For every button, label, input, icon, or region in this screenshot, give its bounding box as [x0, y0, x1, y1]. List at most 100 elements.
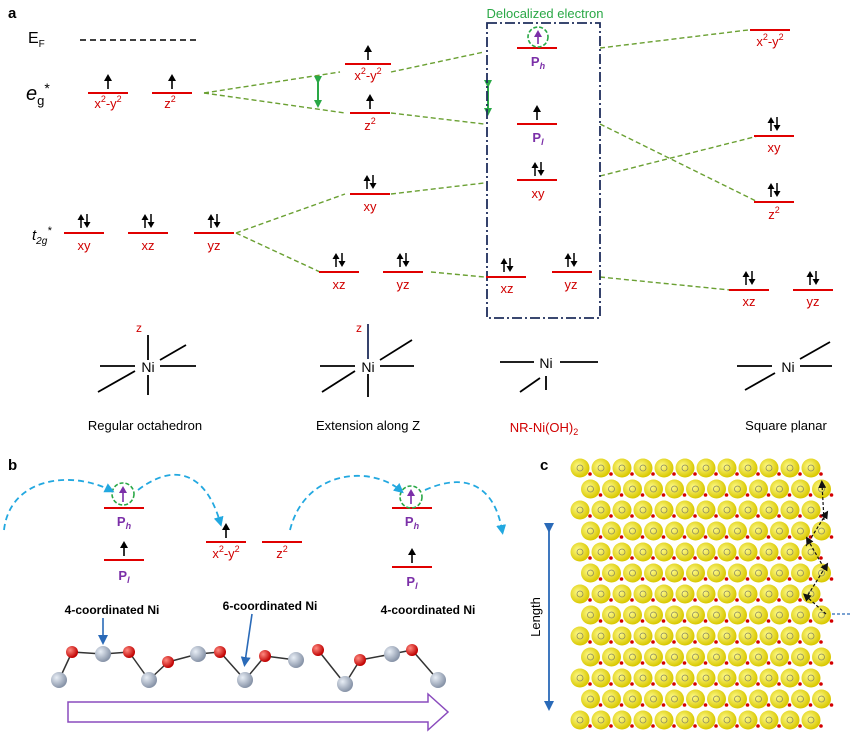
ni-atom	[141, 672, 157, 688]
density-lobe	[570, 542, 590, 562]
panel-b-x2y2: x2-y2	[212, 544, 239, 561]
density-lobe	[791, 689, 810, 709]
density-lobe	[654, 626, 674, 646]
panel-b-pl-right: Pl	[406, 574, 418, 591]
paired-spin-icon	[77, 214, 91, 228]
col1-xy-text: xy	[78, 238, 92, 253]
density-lobe	[738, 668, 758, 688]
col3-xy-text: xy	[532, 186, 546, 201]
o-atom	[406, 644, 418, 656]
ni-atom	[95, 646, 111, 662]
panel-b-pl-left: Pl	[118, 568, 130, 585]
density-lobe	[675, 710, 695, 730]
paired-spin-arrows	[77, 117, 820, 285]
density-lobe	[759, 584, 779, 604]
density-lobe	[801, 626, 821, 646]
density-lobe	[801, 542, 821, 562]
panel-a-label: a	[8, 5, 17, 22]
density-lobe	[654, 500, 674, 520]
density-lobe	[665, 647, 684, 667]
density-lobe	[602, 647, 621, 667]
paired-spin-icon	[767, 117, 781, 131]
density-lobe	[707, 479, 726, 499]
density-lobe	[612, 626, 632, 646]
density-lobe	[686, 563, 705, 583]
spin-up-icon	[366, 94, 374, 109]
delocalized-electron-circle	[527, 26, 549, 48]
density-lobe	[717, 710, 737, 730]
spin-up-icon	[364, 45, 372, 60]
density-lobe	[654, 710, 674, 730]
t2g-label: t2g*	[32, 225, 52, 247]
density-lobe	[801, 458, 821, 478]
density-lobe	[675, 626, 695, 646]
spin-arrows	[104, 45, 541, 120]
density-lobe	[581, 605, 600, 625]
col1-levels	[64, 92, 234, 234]
density-lobe	[686, 647, 705, 667]
density-lobe	[665, 479, 684, 499]
col3-ph-text: Ph	[531, 54, 546, 71]
density-lobe	[602, 605, 621, 625]
density-lobe	[612, 500, 632, 520]
density-lobe	[612, 458, 632, 478]
density-lobe	[675, 584, 695, 604]
density-lobe	[633, 500, 653, 520]
density-lobe	[759, 668, 779, 688]
density-lobe	[654, 668, 674, 688]
density-lobe	[623, 689, 642, 709]
density-lobe	[770, 521, 789, 541]
density-lobe	[717, 500, 737, 520]
density-lobe	[749, 521, 768, 541]
density-lobe	[665, 689, 684, 709]
col2-levels	[319, 63, 423, 273]
density-lobe	[686, 689, 705, 709]
density-lobe	[707, 647, 726, 667]
col4-z2-text: z2	[768, 205, 780, 222]
density-lobe	[591, 710, 611, 730]
density-lobe	[633, 542, 653, 562]
density-lobe	[728, 479, 747, 499]
ni-atom	[237, 672, 253, 688]
density-lobe	[780, 668, 800, 688]
ni-atom	[288, 652, 304, 668]
col1-yz-text: yz	[208, 238, 221, 253]
paired-spin-icon	[806, 271, 820, 285]
ni-atom	[337, 676, 353, 692]
o-atom	[259, 650, 271, 662]
square-planar-caption: Square planar	[745, 418, 827, 433]
density-lobe	[675, 668, 695, 688]
geometry-regular	[97, 335, 196, 395]
density-lobe	[749, 479, 768, 499]
density-lobe	[654, 542, 674, 562]
density-lobe	[707, 605, 726, 625]
density-lobe	[791, 605, 810, 625]
extension-z-label: z	[356, 321, 362, 335]
density-lobe	[770, 647, 789, 667]
paired-spin-icon	[396, 253, 410, 267]
panel-b-electron-circle-left	[111, 482, 135, 506]
density-lobe	[791, 521, 810, 541]
density-lobe	[812, 521, 831, 541]
density-lobe	[633, 668, 653, 688]
density-lobe	[759, 500, 779, 520]
regular-octahedron-caption: Regular octahedron	[88, 418, 202, 433]
o-atom	[214, 646, 226, 658]
col4-levels	[729, 29, 833, 291]
spin-up-icon	[533, 105, 541, 120]
four-coordinated-label-right: 4-coordinated Ni	[381, 603, 476, 617]
density-lobe	[570, 458, 590, 478]
col2-x2y2-text: x2-y2	[354, 66, 381, 83]
density-lobe	[696, 542, 716, 562]
density-lobe	[644, 689, 663, 709]
density-lobe	[570, 668, 590, 688]
density-lobe	[602, 521, 621, 541]
density-lobe	[623, 563, 642, 583]
density-lobe	[780, 710, 800, 730]
ni-atom	[190, 646, 206, 662]
extension-ni-label: Ni	[361, 359, 374, 375]
density-lobe	[770, 689, 789, 709]
col2-xz-text: xz	[333, 277, 346, 292]
density-lobe	[780, 584, 800, 604]
